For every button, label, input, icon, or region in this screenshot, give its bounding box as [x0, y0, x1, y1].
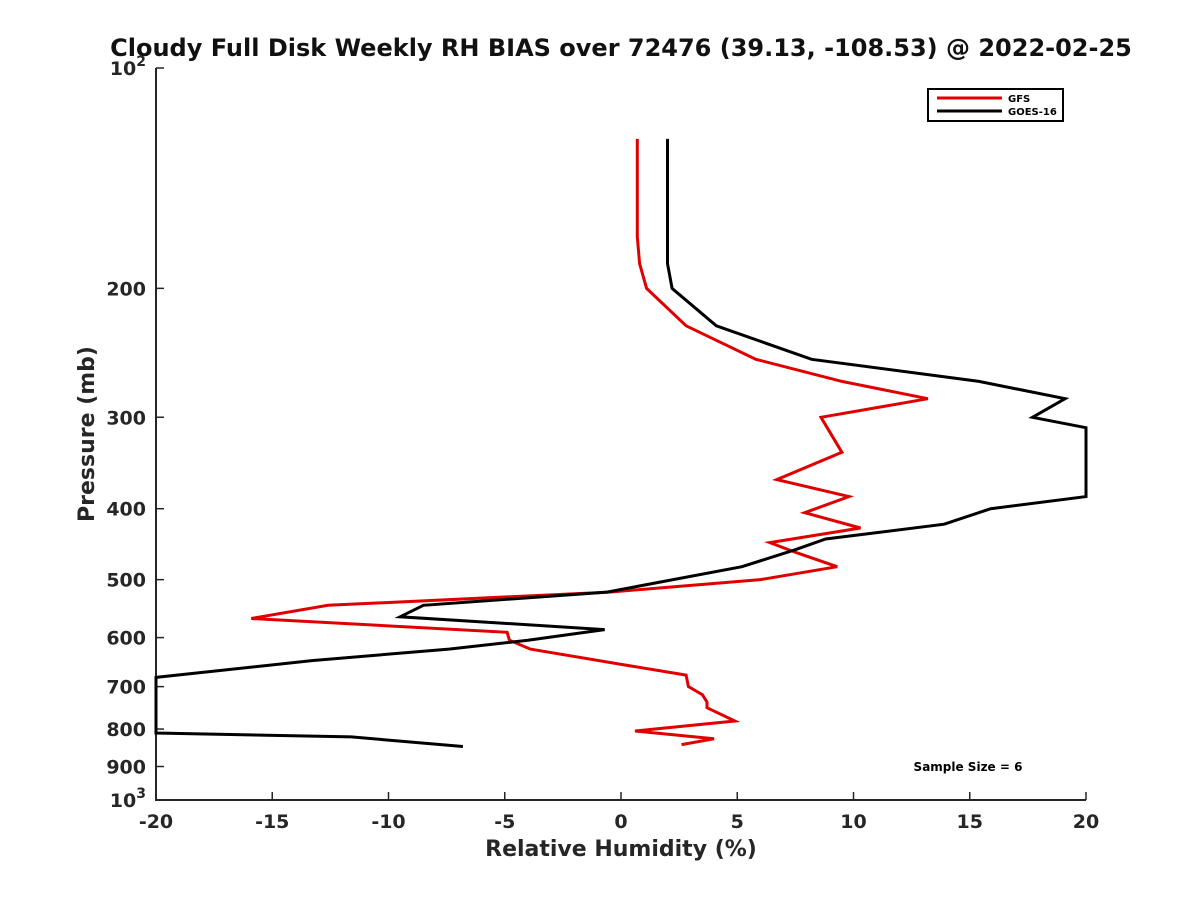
legend-label-goes16: GOES-16 [1008, 107, 1057, 118]
legend-box [927, 88, 1064, 122]
x-tick-label: 0 [614, 811, 627, 833]
y-ticks: 102 200 300 400 500 600 700 800 900 103 [106, 54, 164, 812]
x-tick-label: -5 [494, 811, 515, 833]
x-tick-label: 5 [731, 811, 744, 833]
y-tick-label: 102 [110, 54, 146, 80]
y-tick-label: 300 [106, 407, 146, 429]
x-ticks: -20 -15 -10 -5 0 5 10 15 20 [139, 792, 1099, 833]
y-tick-label: 103 [110, 786, 146, 812]
x-tick-label: -15 [255, 811, 289, 833]
series-group [154, 138, 1088, 748]
y-tick-label: 400 [106, 499, 146, 521]
x-tick-label: -20 [139, 811, 173, 833]
y-tick-label: 800 [106, 719, 146, 741]
x-axis-label: Relative Humidity (%) [485, 837, 757, 862]
legend-label-gfs: GFS [1008, 94, 1030, 105]
y-axis-label: Pressure (mb) [75, 346, 100, 522]
x-tick-label: -10 [371, 811, 405, 833]
y-tick-label: 500 [106, 570, 146, 592]
y-tick-label: 200 [106, 278, 146, 300]
sample-size-annotation: Sample Size = 6 [914, 760, 1023, 774]
axes: -20 -15 -10 -5 0 5 10 15 20 102 200 300 400 500 600 70… [106, 54, 1099, 833]
y-tick-label: 600 [106, 628, 146, 650]
series-line-goes-16 [154, 138, 1088, 748]
legend: GFS GOES-16 [927, 88, 1064, 122]
y-tick-label: 700 [106, 677, 146, 699]
chart-title: Cloudy Full Disk Weekly RH BIAS over 724… [110, 34, 1132, 62]
x-tick-label: 10 [840, 811, 866, 833]
x-tick-label: 15 [957, 811, 983, 833]
series-line-gfs [251, 138, 929, 747]
y-tick-label: 900 [106, 757, 146, 779]
x-tick-label: 20 [1073, 811, 1099, 833]
